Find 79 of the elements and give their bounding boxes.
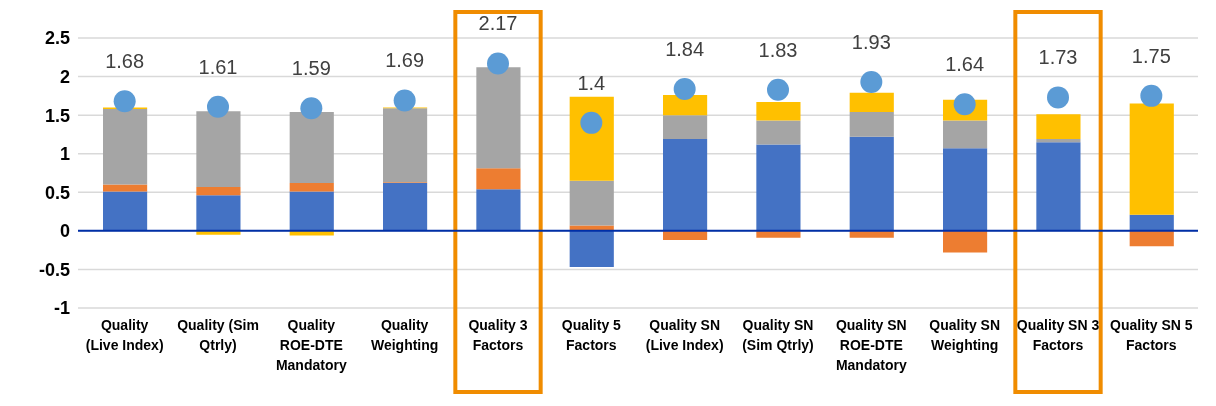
data-label: 1.59 bbox=[291, 57, 331, 80]
bar bbox=[1129, 214, 1174, 231]
y-tick-label: 1 bbox=[59, 144, 70, 165]
bar bbox=[756, 102, 801, 121]
bar bbox=[383, 183, 428, 231]
data-label: 1.84 bbox=[665, 37, 705, 60]
x-tick-label: Quality 5 Factors bbox=[561, 317, 622, 353]
bar bbox=[196, 111, 241, 187]
bar bbox=[196, 186, 241, 196]
x-tick-label: Quality SN 5 Factors bbox=[1110, 317, 1193, 353]
bar bbox=[849, 112, 894, 137]
bar bbox=[569, 96, 614, 181]
bar bbox=[1036, 139, 1081, 143]
data-label: 1.69 bbox=[385, 49, 425, 72]
bar bbox=[663, 139, 708, 231]
data-label: 1.73 bbox=[1038, 46, 1078, 69]
point bbox=[207, 95, 229, 118]
bar bbox=[756, 120, 801, 145]
x-tick-label: Quality (Live Index) bbox=[85, 317, 164, 353]
bar bbox=[289, 112, 334, 184]
x-tick-label: Quality SN ROE-DTE Mandatory bbox=[835, 317, 907, 373]
y-tick-label: 0.5 bbox=[44, 182, 70, 203]
x-tick-label: Quality SN (Sim Qtrly) bbox=[742, 317, 814, 353]
point bbox=[487, 52, 509, 75]
bar bbox=[943, 230, 988, 253]
bar bbox=[943, 148, 988, 231]
point bbox=[860, 71, 883, 93]
bar bbox=[663, 95, 708, 116]
point bbox=[1047, 86, 1069, 109]
bar bbox=[289, 183, 334, 192]
bar bbox=[1036, 142, 1081, 231]
y-tick-label: 0 bbox=[59, 221, 70, 242]
point bbox=[953, 93, 976, 116]
bar bbox=[289, 191, 334, 231]
data-label: 2.17 bbox=[478, 12, 518, 35]
x-tick-label: Quality SN Weighting bbox=[929, 317, 1001, 353]
y-tick-label: -0.5 bbox=[38, 259, 70, 280]
point bbox=[300, 97, 323, 120]
x-tick-label: Quality SN 3 Factors bbox=[1016, 317, 1100, 353]
data-label: 1.4 bbox=[577, 71, 606, 94]
bar bbox=[103, 108, 148, 185]
bar bbox=[476, 67, 521, 169]
bar bbox=[756, 144, 801, 231]
point bbox=[580, 111, 603, 134]
point bbox=[393, 89, 416, 112]
point bbox=[1140, 84, 1163, 107]
data-label: 1.75 bbox=[1131, 44, 1171, 67]
data-label: 1.68 bbox=[105, 50, 145, 73]
data-label: 1.93 bbox=[851, 30, 891, 53]
x-tick-label: Quality (Sim Qtrly) bbox=[177, 317, 259, 353]
y-tick-label: 1.5 bbox=[44, 105, 70, 126]
bar bbox=[943, 120, 988, 149]
x-tick-label: Quality ROE-DTE Mandatory bbox=[275, 317, 347, 373]
x-tick-label: Quality 3 Factors bbox=[468, 317, 528, 353]
bar bbox=[849, 136, 894, 231]
y-tick-label: 2.5 bbox=[44, 28, 70, 49]
y-tick-label: -1 bbox=[53, 298, 70, 319]
bar bbox=[103, 191, 148, 231]
bar bbox=[476, 168, 521, 190]
x-tick-label: Quality Weighting bbox=[370, 317, 439, 353]
bar bbox=[569, 230, 614, 268]
point bbox=[113, 90, 136, 113]
bar bbox=[849, 92, 894, 113]
bar bbox=[383, 108, 428, 183]
point bbox=[673, 77, 696, 100]
y-tick-label: 2 bbox=[59, 66, 70, 87]
bar bbox=[663, 115, 708, 140]
bar bbox=[103, 184, 148, 192]
bar bbox=[569, 180, 614, 226]
data-label: 1.64 bbox=[945, 53, 985, 76]
x-tick-label: Quality SN (Live Index) bbox=[645, 317, 724, 353]
bar bbox=[1129, 230, 1174, 247]
bar bbox=[1036, 114, 1081, 140]
bar bbox=[476, 189, 521, 231]
data-label: 1.83 bbox=[758, 38, 798, 61]
bar bbox=[196, 195, 241, 231]
bar bbox=[1129, 103, 1174, 215]
point bbox=[767, 78, 789, 101]
data-label: 1.61 bbox=[198, 55, 238, 78]
